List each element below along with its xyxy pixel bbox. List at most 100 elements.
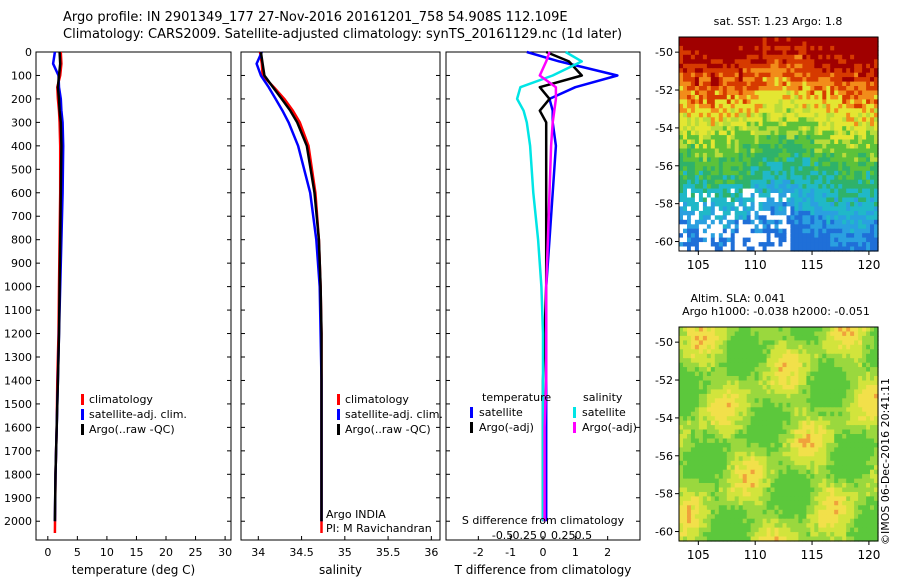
sla_map-map: [679, 327, 879, 542]
y-tick-label: -60: [655, 526, 673, 539]
salinity-legend-label-0: climatology: [345, 393, 409, 406]
x-tick-label: 0: [540, 546, 547, 559]
x-tick-label: 110: [744, 548, 767, 562]
x-tick-label: -1: [505, 546, 516, 559]
y-tick-label: -56: [655, 160, 673, 173]
difference-x2-tick-label: -0.5: [492, 529, 513, 542]
y-tick-label: 100: [11, 69, 32, 82]
temperature-series-line-2: [53, 51, 63, 522]
y-tick-label: -54: [655, 122, 673, 135]
y-tick-label: -56: [655, 450, 673, 463]
y-tick-label: -52: [655, 374, 673, 387]
annotation-pi: PI: M Ravichandran: [326, 522, 432, 535]
temperature-legend-swatch-0: [81, 394, 84, 405]
y-tick-label: 1300: [4, 351, 32, 364]
x-tick-label: 25: [189, 546, 203, 559]
x-tick-label: 120: [857, 548, 880, 562]
temperature-legend-label-1: satellite-adj. clim.: [89, 408, 187, 421]
difference-legend-label-3: Argo(-adj): [582, 421, 637, 434]
y-tick-label: 700: [11, 210, 32, 223]
y-tick-label: 1700: [4, 445, 32, 458]
annotation-argo-india: Argo INDIA: [326, 508, 386, 521]
sst_map-map-frame: [678, 36, 879, 252]
x-tick-label: 1: [572, 546, 579, 559]
difference-x2-axis-label: S difference from climatology: [462, 514, 625, 527]
x-tick-label: 120: [857, 258, 880, 272]
difference-x2-tick-label: 0.25: [551, 529, 576, 542]
difference-series-line-2: [515, 50, 584, 522]
temperature-plot-frame: [35, 51, 232, 541]
x-tick-label: 36: [424, 546, 438, 559]
x-tick-label: 35: [338, 546, 352, 559]
sla_map-map-frame: [678, 326, 879, 542]
difference-legend-swatch-3: [573, 422, 576, 433]
y-tick-label: -52: [655, 84, 673, 97]
difference-legend-swatch-1: [470, 422, 473, 433]
y-tick-label: -58: [655, 488, 673, 501]
x-tick-label: 15: [129, 546, 143, 559]
y-tick-label: 500: [11, 163, 32, 176]
x-tick-label: 105: [687, 548, 710, 562]
y-tick-label: 1000: [4, 281, 32, 294]
x-tick-label: 0: [44, 546, 51, 559]
difference-x-axis-label: T difference from climatology: [454, 563, 632, 577]
sst_map-map: [679, 37, 879, 252]
y-tick-label: -54: [655, 412, 673, 425]
salinity-legend-swatch-0: [337, 394, 340, 405]
y-tick-label: 600: [11, 187, 32, 200]
y-tick-label: 1100: [4, 304, 32, 317]
salinity-legend-label-1: satellite-adj. clim.: [345, 408, 443, 421]
y-tick-label: 1600: [4, 421, 32, 434]
y-tick-label: 900: [11, 257, 32, 270]
difference-x2-tick-label: 0: [540, 529, 547, 542]
x-tick-label: 34: [251, 546, 265, 559]
difference-series-line-3: [538, 51, 558, 522]
difference-legend-label-1: Argo(-adj): [479, 421, 534, 434]
temperature-legend-label-0: climatology: [89, 393, 153, 406]
salinity-legend-label-2: Argo(..raw -QC): [345, 423, 431, 436]
x-tick-label: 20: [159, 546, 173, 559]
y-tick-label: -60: [655, 236, 673, 249]
salinity-plot-frame: [240, 51, 441, 541]
difference-legend-swatch-2: [573, 407, 576, 418]
salinity-series-line-2: [259, 51, 323, 522]
y-tick-label: 1200: [4, 328, 32, 341]
temperature-legend-label-2: Argo(..raw -QC): [89, 423, 175, 436]
x-tick-label: 2: [604, 546, 611, 559]
y-tick-label: 400: [11, 140, 32, 153]
difference-x2-tick-label: -0.25: [509, 529, 537, 542]
y-tick-label: 0: [25, 46, 32, 59]
sst-map-title: sat. SST: 1.23 Argo: 1.8: [714, 15, 843, 28]
x-tick-label: 105: [687, 258, 710, 272]
y-tick-label: 200: [11, 93, 32, 106]
x-tick-label: 110: [744, 258, 767, 272]
y-tick-label: 800: [11, 234, 32, 247]
x-tick-label: -2: [473, 546, 484, 559]
legend-title-salinity: salinity: [583, 391, 623, 404]
y-tick-label: 2000: [4, 515, 32, 528]
credit-stamp: ©IMOS 06-Dec-2016 20:41:11: [879, 378, 892, 545]
temperature-x-axis-label: temperature (deg C): [72, 563, 195, 577]
x-tick-label: 35.5: [376, 546, 401, 559]
difference-legend-label-2: satellite: [582, 406, 626, 419]
y-tick-label: 1400: [4, 374, 32, 387]
x-tick-label: 115: [801, 258, 824, 272]
y-tick-label: -50: [655, 336, 673, 349]
salinity-x-axis-label: salinity: [319, 563, 362, 577]
salinity-series-line-1: [255, 51, 323, 522]
chart-title: Argo profile: IN 2901349_177 27-Nov-2016…: [63, 10, 568, 25]
salinity-legend-swatch-2: [337, 424, 340, 435]
temperature-legend-swatch-2: [81, 424, 84, 435]
x-tick-label: 115: [801, 548, 824, 562]
temperature-legend-swatch-1: [81, 409, 84, 420]
x-tick-label: 30: [218, 546, 232, 559]
x-tick-label: 5: [74, 546, 81, 559]
difference-legend-label-0: satellite: [479, 406, 523, 419]
y-tick-label: 1900: [4, 492, 32, 505]
y-tick-label: 1800: [4, 468, 32, 481]
difference-legend-swatch-0: [470, 407, 473, 418]
salinity-series-line-0: [258, 51, 323, 533]
chart-subtitle: Climatology: CARS2009. Satellite-adjuste…: [63, 27, 623, 42]
y-tick-label: 300: [11, 116, 32, 129]
